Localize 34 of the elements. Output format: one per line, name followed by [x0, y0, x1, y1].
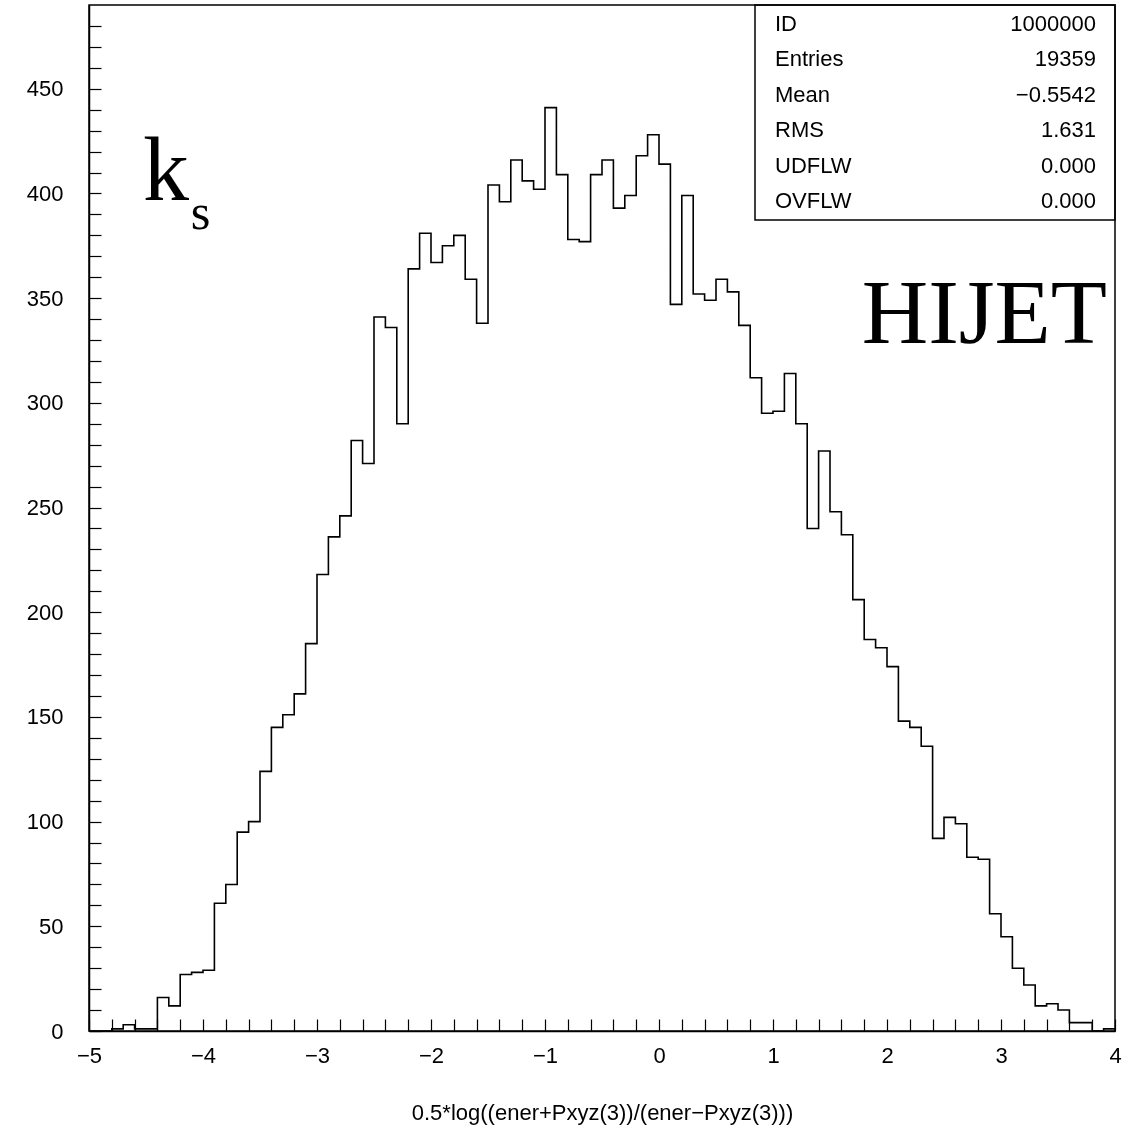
x-tick-label: 4: [1109, 1042, 1122, 1068]
annotation: ID: [775, 10, 797, 36]
y-tick-label: 350: [26, 285, 64, 311]
annotation: 0.000: [1040, 188, 1096, 214]
annotation: UDFLW: [775, 152, 852, 178]
annotation: 0.000: [1040, 152, 1096, 178]
y-tick-label: 250: [26, 495, 64, 521]
x-tick-label: 3: [995, 1042, 1008, 1068]
x-tick-label: −4: [190, 1042, 217, 1068]
x-tick-label: −3: [304, 1042, 331, 1068]
annotation: 1000000: [1010, 10, 1096, 36]
annotation: HIJET: [861, 261, 1107, 363]
y-tick-label: 50: [39, 913, 64, 939]
x-tick-label: −2: [418, 1042, 445, 1068]
y-tick-label: 300: [26, 390, 64, 416]
annotation: OVFLW: [775, 188, 852, 214]
y-tick-label: 400: [26, 180, 64, 206]
y-tick-label: 450: [26, 76, 64, 102]
y-tick-label: 0: [51, 1018, 64, 1044]
x-tick-label: −5: [76, 1042, 103, 1068]
annotation: −0.5542: [1015, 81, 1096, 107]
x-tick-label: 2: [881, 1042, 894, 1068]
annotation: Entries: [775, 46, 844, 72]
y-tick-label: 100: [26, 809, 64, 835]
x-tick-label: −1: [532, 1042, 559, 1068]
annotation: RMS: [775, 117, 824, 143]
y-tick-label: 200: [26, 599, 64, 625]
x-axis-title: 0.5*log((ener+Pxyz(3))/(ener−Pxyz(3))): [411, 1099, 794, 1125]
y-tick-label: 150: [26, 704, 64, 730]
annotation: 19359: [1034, 46, 1096, 72]
x-tick-label: 1: [767, 1042, 780, 1068]
annotation: Mean: [775, 81, 831, 107]
annotation: 1.631: [1040, 117, 1096, 143]
x-tick-label: 0: [653, 1042, 666, 1068]
